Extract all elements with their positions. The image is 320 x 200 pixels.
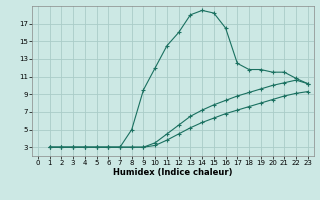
X-axis label: Humidex (Indice chaleur): Humidex (Indice chaleur) — [113, 168, 233, 177]
